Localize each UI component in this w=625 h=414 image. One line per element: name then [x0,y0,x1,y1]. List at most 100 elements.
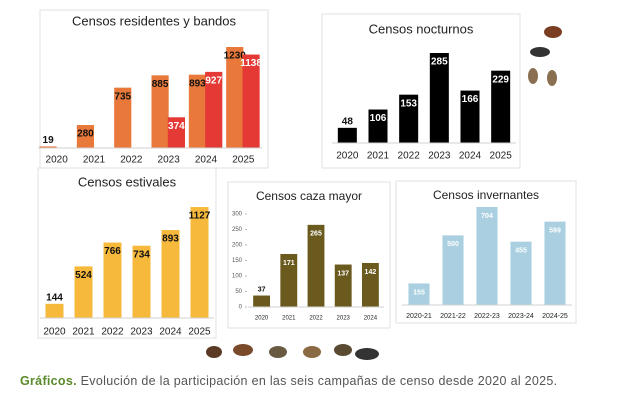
value-label: 455 [515,248,527,255]
x-tick-label: 2021 [83,155,106,166]
bar [151,75,169,148]
bar [408,283,430,305]
bar [114,87,132,148]
value-label: 153 [400,98,417,109]
value-label: 155 [413,289,425,296]
bar [253,295,271,307]
value-label: 48 [342,116,354,127]
value-label: 766 [104,246,121,257]
bar [361,262,379,307]
value-label: 37 [258,286,266,293]
x-tick-label: 2024 [159,327,182,338]
x-tick-label: 2024 [459,151,482,162]
bar [161,230,180,318]
x-tick-label: 2024 [195,155,218,166]
value-label: 500 [447,241,459,248]
value-label: 1127 [189,211,211,222]
x-tick-label: 2025 [232,155,255,166]
bar [399,94,419,143]
caption: Gráficos. Evolución de la participación … [20,374,610,389]
bar [76,125,94,148]
value-label: 927 [205,76,222,87]
value-label: 735 [114,91,131,102]
x-tick-label: 2022 [120,155,143,166]
bar [188,74,206,148]
y-tick-label: 0 [239,305,243,311]
value-label: 1138 [240,58,262,69]
bar [429,53,449,143]
bar [103,242,122,318]
value-label: 893 [189,78,206,89]
x-tick-label: 2020 [43,327,66,338]
y-tick-label: 250 [232,227,243,233]
x-tick-label: 2021 [282,316,296,322]
chart-title: Censos caza mayor [256,189,362,203]
x-tick-label: 2023 [337,316,351,322]
x-tick-label: 2024-25 [542,313,568,320]
bar [334,264,352,307]
value-label: 144 [46,292,63,303]
value-label: 285 [431,57,448,68]
x-tick-label: 2020-21 [406,313,432,320]
bar [442,235,464,305]
x-tick-label: 2020 [255,316,269,322]
value-label: 599 [549,227,561,234]
y-tick-label: 100 [232,274,243,280]
bar [39,146,57,148]
bar [476,207,498,305]
x-tick-label: 2023 [428,151,451,162]
value-label: 280 [77,129,94,140]
value-label: 704 [481,213,493,220]
panel [37,167,217,339]
bar [460,90,480,143]
bar [45,303,64,318]
bar [307,224,325,307]
value-label: 734 [133,249,150,260]
x-tick-label: 2023 [130,327,153,338]
value-label: 374 [168,121,185,132]
bar [242,54,260,148]
bar [74,266,93,318]
bar [132,245,151,318]
x-tick-label: 2021 [367,151,390,162]
bar [280,253,298,307]
bar [368,109,388,143]
value-label: 265 [310,231,322,238]
x-tick-label: 2024 [364,316,378,322]
bar [491,70,511,143]
value-label: 137 [337,270,349,277]
bar [544,221,566,305]
bar [205,71,223,148]
chart-title: Censos nocturnos [369,21,474,36]
bar [510,241,532,305]
x-tick-label: 2022 [398,151,421,162]
x-tick-label: 2025 [490,151,513,162]
value-label: 142 [365,269,377,276]
value-label: 19 [43,135,55,146]
value-label: 885 [152,79,169,90]
x-tick-label: 2021 [72,327,95,338]
value-label: 106 [370,113,387,124]
chart-title: Censos invernantes [433,188,539,202]
bar [190,207,209,318]
x-tick-label: 2023 [158,155,181,166]
y-tick-label: 200 [232,243,243,249]
value-label: 229 [492,74,509,85]
chart-title: Censos residentes y bandos [72,13,237,28]
x-tick-label: 2020 [46,155,69,166]
bar [337,127,357,143]
caption-label: Gráficos. [20,374,77,388]
chart-title: Censos estivales [78,174,177,189]
x-tick-label: 2020 [336,151,359,162]
x-tick-label: 2022 [309,316,323,322]
y-tick-label: 50 [235,289,242,295]
value-label: 1230 [224,51,247,62]
panel [321,13,521,169]
value-label: 524 [75,270,92,281]
x-tick-label: 2022-23 [474,313,500,320]
y-tick-label: 300 [232,212,243,218]
bar [167,117,185,148]
caption-text: Evolución de la participación en las sei… [80,374,558,388]
